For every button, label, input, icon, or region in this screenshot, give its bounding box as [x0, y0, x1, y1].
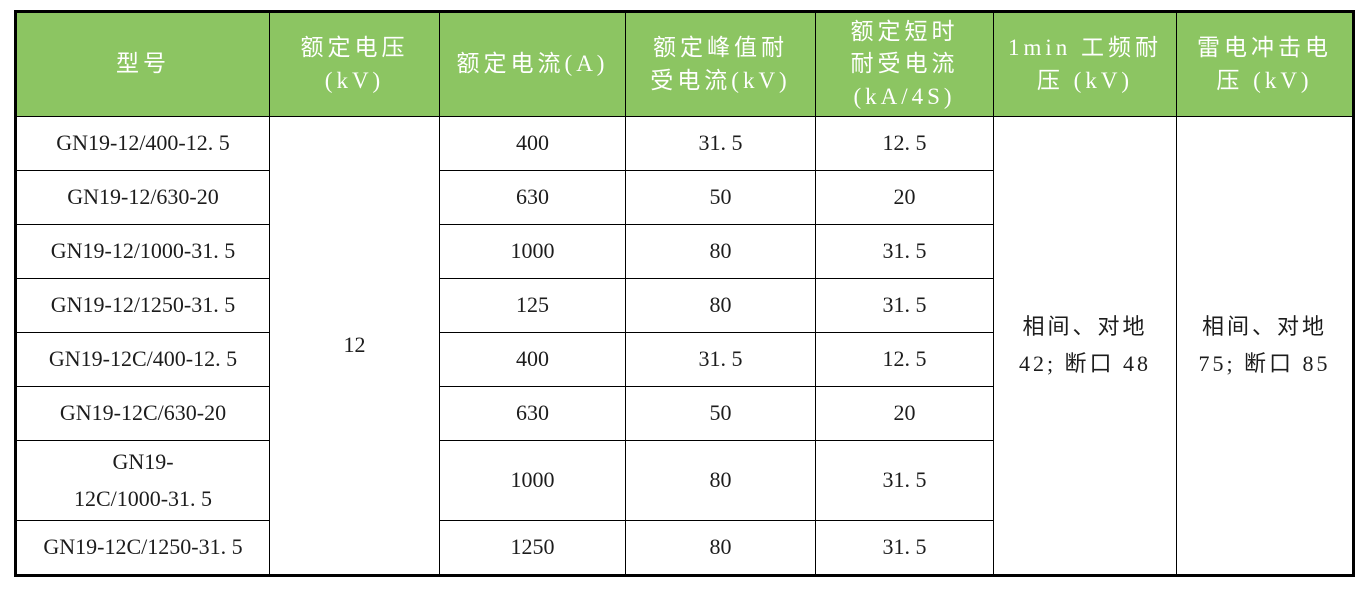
peak-cell: 80 [625, 278, 816, 333]
current-cell: 1000 [439, 224, 626, 279]
power-freq-merged-cell: 相间、对地 42; 断口 48 [993, 116, 1177, 576]
model-cell: GN19- 12C/1000-31. 5 [15, 440, 270, 521]
peak-cell: 31. 5 [625, 332, 816, 387]
header-peak-withstand-current: 额定峰值耐 受电流(kV) [625, 11, 816, 117]
header-rated-current: 额定电流(A) [439, 11, 626, 117]
short-time-cell: 20 [815, 170, 994, 225]
rated-voltage-merged-cell: 12 [269, 116, 440, 576]
model-cell: GN19-12C/400-12. 5 [15, 332, 270, 387]
table-row: GN19-12/1250-31. 5 125 80 31. 5 [15, 278, 1354, 333]
short-time-cell: 20 [815, 386, 994, 441]
short-time-cell: 12. 5 [815, 116, 994, 171]
header-model: 型号 [15, 11, 270, 117]
header-row: 型号 额定电压 (kV) 额定电流(A) 额定峰值耐 受电流(kV) 额定短时 … [15, 11, 1354, 117]
table-row: GN19-12C/630-20 630 50 20 [15, 386, 1354, 441]
peak-cell: 50 [625, 386, 816, 441]
header-short-time-withstand-current: 额定短时 耐受电流 (kA/4S) [815, 11, 994, 117]
product-spec-table: 型号 额定电压 (kV) 额定电流(A) 额定峰值耐 受电流(kV) 额定短时 … [14, 10, 1355, 577]
table-row: GN19-12/1000-31. 5 1000 80 31. 5 [15, 224, 1354, 279]
peak-cell: 31. 5 [625, 116, 816, 171]
peak-cell: 80 [625, 224, 816, 279]
table-row: GN19-12C/1250-31. 5 1250 80 31. 5 [15, 520, 1354, 576]
table-row: GN19-12/630-20 630 50 20 [15, 170, 1354, 225]
table-row: GN19-12/400-12. 5 12 400 31. 5 12. 5 相间、… [15, 116, 1354, 576]
header-rated-voltage: 额定电压 (kV) [269, 11, 440, 117]
peak-cell: 50 [625, 170, 816, 225]
current-cell: 400 [439, 116, 626, 171]
lightning-merged-cell: 相间、对地 75; 断口 85 [1176, 116, 1354, 576]
short-time-cell: 12. 5 [815, 332, 994, 387]
table-row: GN19-12C/400-12. 5 400 31. 5 12. 5 [15, 332, 1354, 387]
current-cell: 400 [439, 332, 626, 387]
current-cell: 630 [439, 386, 626, 441]
model-cell: GN19-12/1000-31. 5 [15, 224, 270, 279]
model-cell: GN19-12/630-20 [15, 170, 270, 225]
model-cell: GN19-12/400-12. 5 [15, 116, 270, 171]
current-cell: 125 [439, 278, 626, 333]
short-time-cell: 31. 5 [815, 224, 994, 279]
short-time-cell: 31. 5 [815, 520, 994, 576]
model-cell: GN19-12C/1250-31. 5 [15, 520, 270, 576]
peak-cell: 80 [625, 440, 816, 521]
current-cell: 1250 [439, 520, 626, 576]
model-cell: GN19-12C/630-20 [15, 386, 270, 441]
short-time-cell: 31. 5 [815, 440, 994, 521]
header-power-freq-withstand-voltage: 1min 工频耐 压 (kV) [993, 11, 1177, 117]
current-cell: 1000 [439, 440, 626, 521]
short-time-cell: 31. 5 [815, 278, 994, 333]
model-cell: GN19-12/1250-31. 5 [15, 278, 270, 333]
header-lightning-impulse-voltage: 雷电冲击电 压 (kV) [1176, 11, 1354, 117]
table-row: GN19- 12C/1000-31. 5 1000 80 31. 5 [15, 440, 1354, 521]
peak-cell: 80 [625, 520, 816, 576]
current-cell: 630 [439, 170, 626, 225]
